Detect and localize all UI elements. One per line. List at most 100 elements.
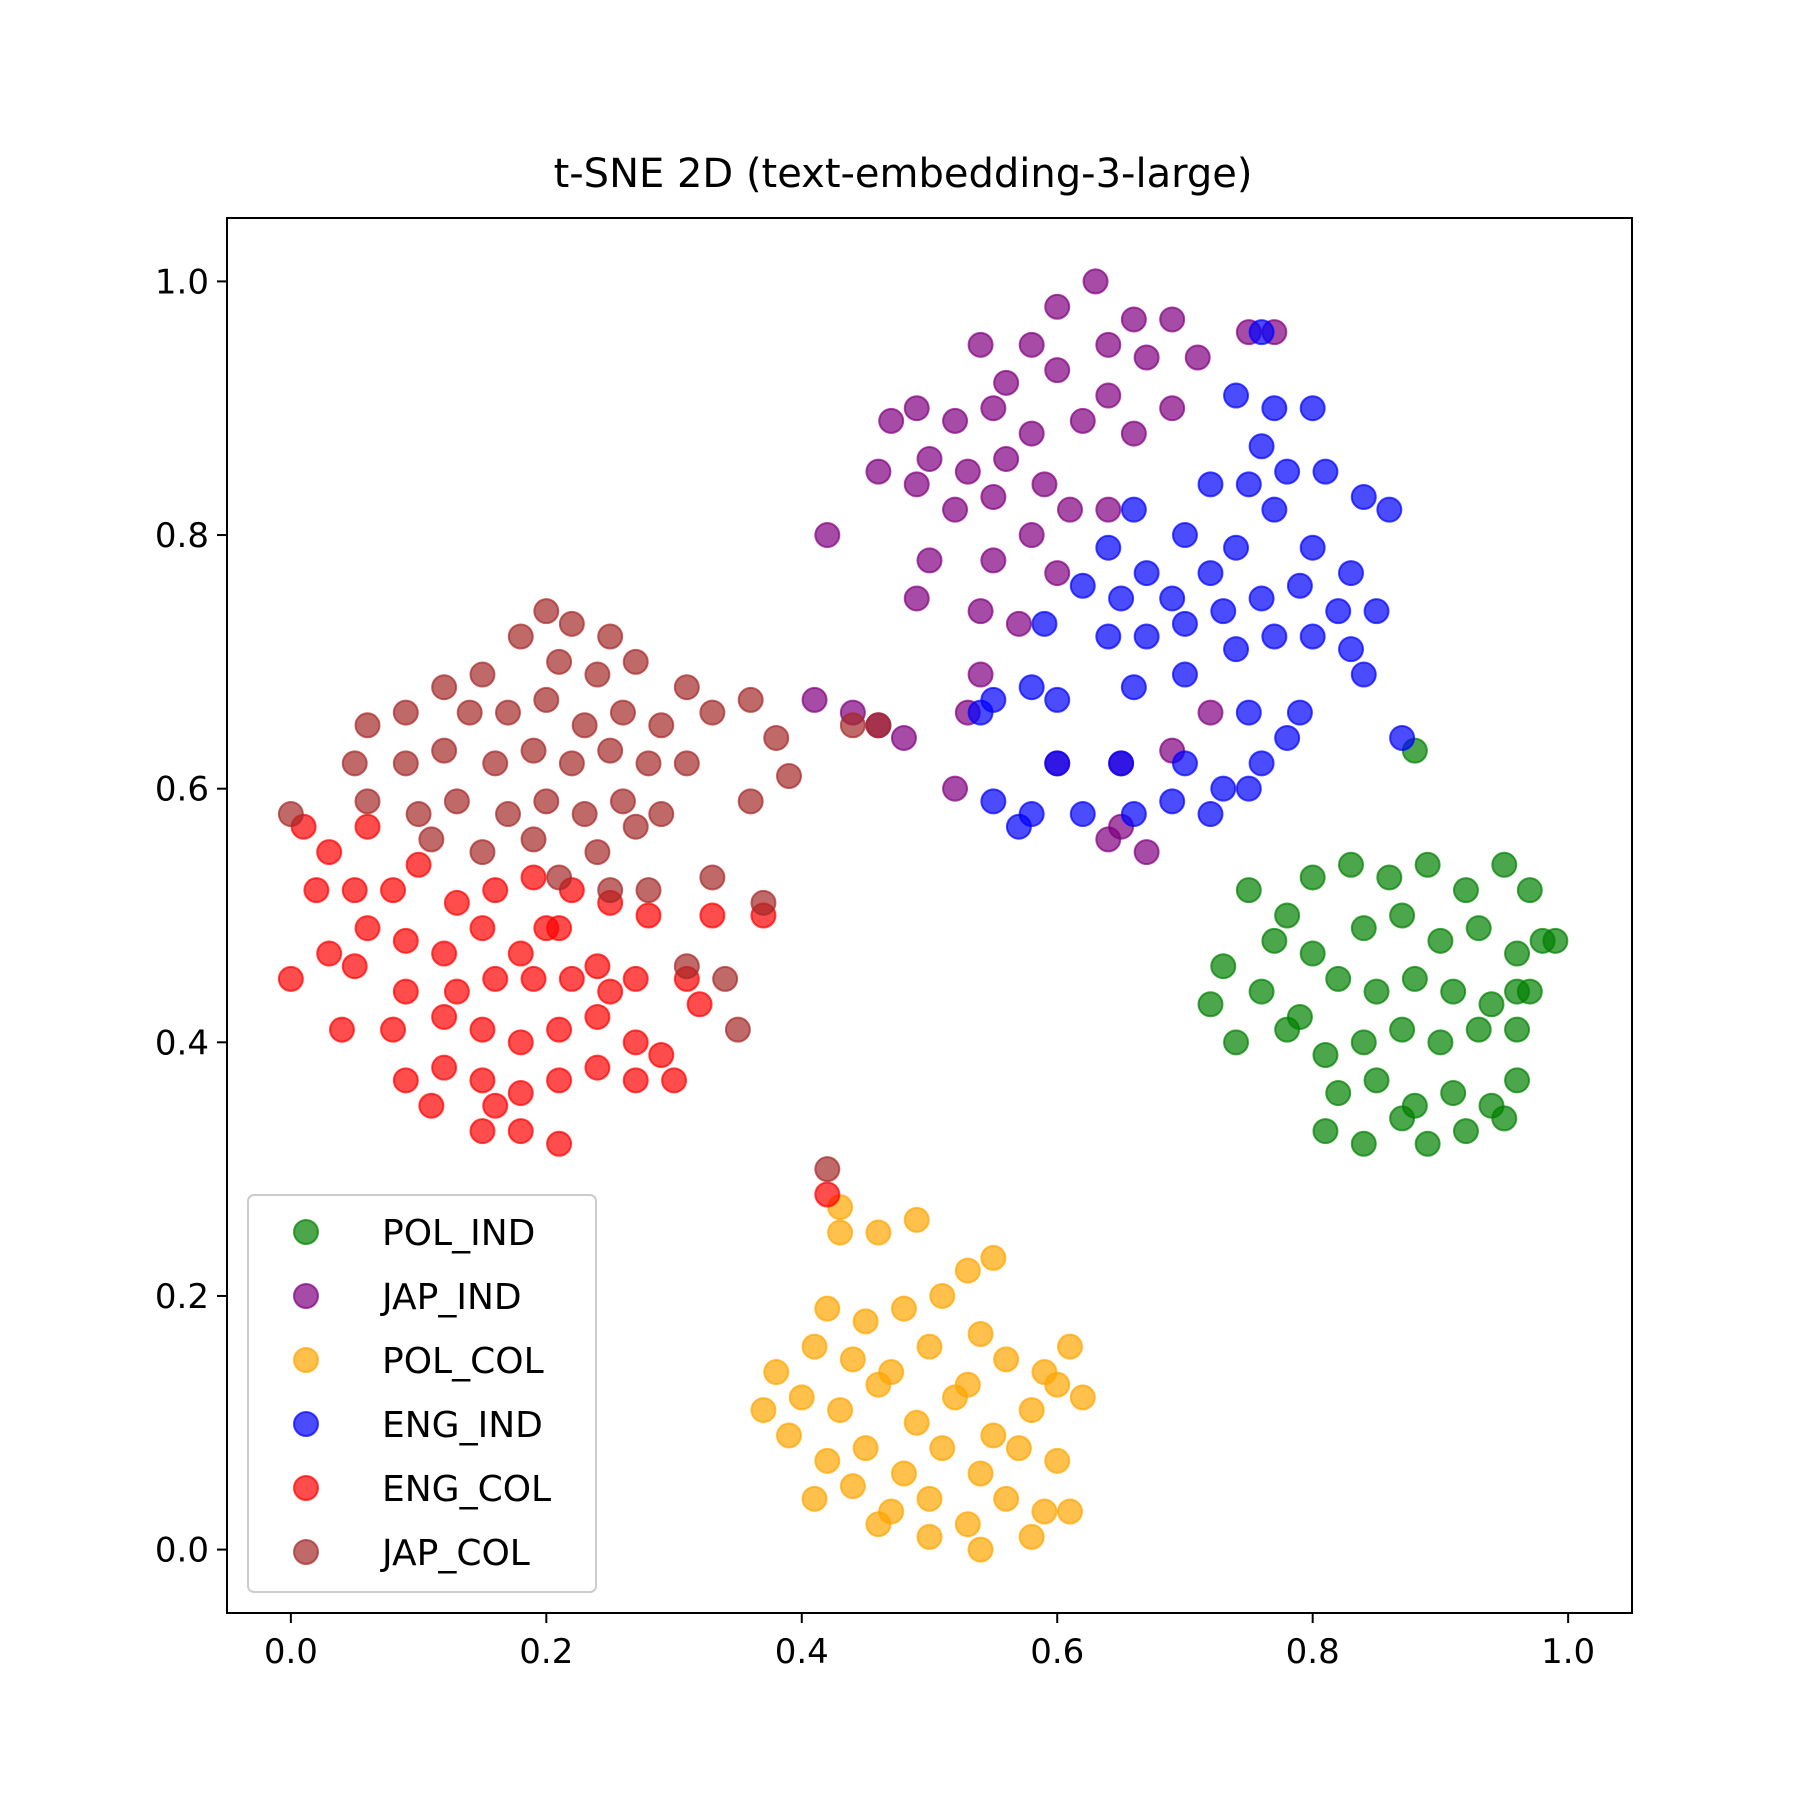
point-jap-col xyxy=(622,648,649,675)
point-eng-ind xyxy=(1171,661,1198,688)
point-eng-col xyxy=(405,851,432,878)
point-eng-ind xyxy=(1159,585,1186,612)
point-eng-ind xyxy=(1274,724,1301,751)
point-eng-col xyxy=(686,991,713,1018)
point-eng-ind xyxy=(1018,801,1045,828)
point-pol-col xyxy=(903,1409,930,1436)
point-eng-col xyxy=(316,839,343,866)
point-jap-col xyxy=(443,788,470,815)
point-eng-ind xyxy=(1325,598,1352,625)
point-jap-col xyxy=(609,788,636,815)
point-eng-ind xyxy=(1095,534,1122,561)
point-pol-col xyxy=(967,1460,994,1487)
point-jap-ind xyxy=(993,445,1020,472)
point-jap-ind xyxy=(980,484,1007,510)
point-eng-ind xyxy=(1031,610,1058,637)
point-eng-ind xyxy=(1248,319,1275,346)
point-jap-col xyxy=(763,724,790,751)
point-pol-col xyxy=(967,1321,994,1347)
point-jap-col xyxy=(622,813,649,840)
point-jap-ind xyxy=(967,331,994,358)
point-eng-ind xyxy=(980,788,1007,815)
point-eng-ind xyxy=(967,699,994,726)
point-pol-col xyxy=(776,1422,802,1449)
point-pol-col xyxy=(916,1333,943,1360)
point-pol-ind xyxy=(1248,978,1275,1005)
point-pol-ind xyxy=(1452,1118,1479,1145)
point-pol-ind xyxy=(1312,1118,1339,1145)
point-jap-col xyxy=(533,598,560,625)
point-jap-ind xyxy=(942,496,969,523)
point-eng-col xyxy=(648,1042,675,1068)
point-pol-ind xyxy=(1465,1016,1492,1043)
point-jap-ind xyxy=(814,522,841,549)
point-jap-ind xyxy=(1133,344,1160,371)
point-jap-col xyxy=(520,826,547,853)
point-jap-col xyxy=(712,965,739,992)
legend-marker xyxy=(293,1411,319,1437)
point-pol-col xyxy=(1018,1523,1045,1550)
point-eng-ind xyxy=(1095,623,1122,650)
point-pol-ind xyxy=(1274,1016,1301,1043)
point-pol-col xyxy=(852,1435,879,1462)
x-tick-label: 1.0 xyxy=(1541,1632,1595,1672)
point-pol-col xyxy=(763,1359,790,1386)
point-jap-col xyxy=(546,648,573,675)
point-eng-ind xyxy=(1120,674,1147,701)
point-eng-ind xyxy=(1350,484,1377,510)
legend-marker xyxy=(293,1475,319,1501)
point-jap-col xyxy=(469,661,496,688)
point-eng-ind xyxy=(1133,623,1160,650)
point-jap-col xyxy=(597,737,624,764)
point-jap-col xyxy=(507,623,534,650)
point-eng-col xyxy=(482,965,509,992)
y-tick-label: 0.0 xyxy=(155,1531,209,1571)
point-jap-ind xyxy=(1197,699,1224,726)
point-eng-ind xyxy=(1248,750,1275,777)
point-jap-ind xyxy=(1184,344,1211,371)
point-eng-ind xyxy=(1235,775,1262,802)
point-jap-col xyxy=(635,750,662,777)
point-eng-col xyxy=(699,902,726,929)
point-eng-col xyxy=(507,1029,534,1056)
point-pol-col xyxy=(814,1447,841,1474)
point-jap-ind xyxy=(1044,357,1071,384)
legend-marker xyxy=(293,1283,319,1309)
point-pol-col xyxy=(1069,1384,1096,1411)
point-jap-col xyxy=(737,788,764,815)
point-pol-col xyxy=(1031,1498,1058,1525)
point-pol-col xyxy=(839,1346,866,1373)
point-eng-col xyxy=(507,1080,534,1107)
point-jap-col xyxy=(392,750,419,777)
point-pol-col xyxy=(993,1346,1020,1373)
point-pol-col xyxy=(1057,1498,1083,1525)
point-eng-col xyxy=(584,1054,611,1081)
point-jap-col xyxy=(558,610,585,637)
legend-label: JAP_IND xyxy=(380,1277,522,1318)
point-eng-ind xyxy=(1044,750,1071,777)
point-jap-col xyxy=(673,750,700,777)
point-eng-ind xyxy=(1120,496,1147,523)
point-eng-col xyxy=(507,1118,534,1145)
point-eng-ind xyxy=(1069,572,1096,599)
legend-label: JAP_COL xyxy=(380,1533,530,1574)
point-eng-ind xyxy=(1350,661,1377,688)
point-jap-col xyxy=(699,699,726,726)
point-pol-col xyxy=(993,1485,1020,1512)
point-pol-col xyxy=(903,1206,930,1233)
point-eng-ind xyxy=(1376,496,1403,523)
point-eng-ind xyxy=(1210,598,1237,625)
point-jap-col xyxy=(814,1156,841,1183)
point-jap-ind xyxy=(1120,420,1147,447)
point-jap-ind xyxy=(967,661,994,688)
legend-label: POL_COL xyxy=(382,1341,544,1382)
point-pol-col xyxy=(942,1384,969,1411)
point-jap-ind xyxy=(916,445,943,472)
y-tick-label: 1.0 xyxy=(155,262,209,302)
point-eng-ind xyxy=(1235,699,1262,726)
point-pol-ind xyxy=(1235,877,1262,904)
point-pol-ind xyxy=(1452,877,1479,904)
point-eng-ind xyxy=(1018,674,1045,701)
point-pol-col xyxy=(967,1536,994,1563)
point-jap-col xyxy=(737,686,764,713)
